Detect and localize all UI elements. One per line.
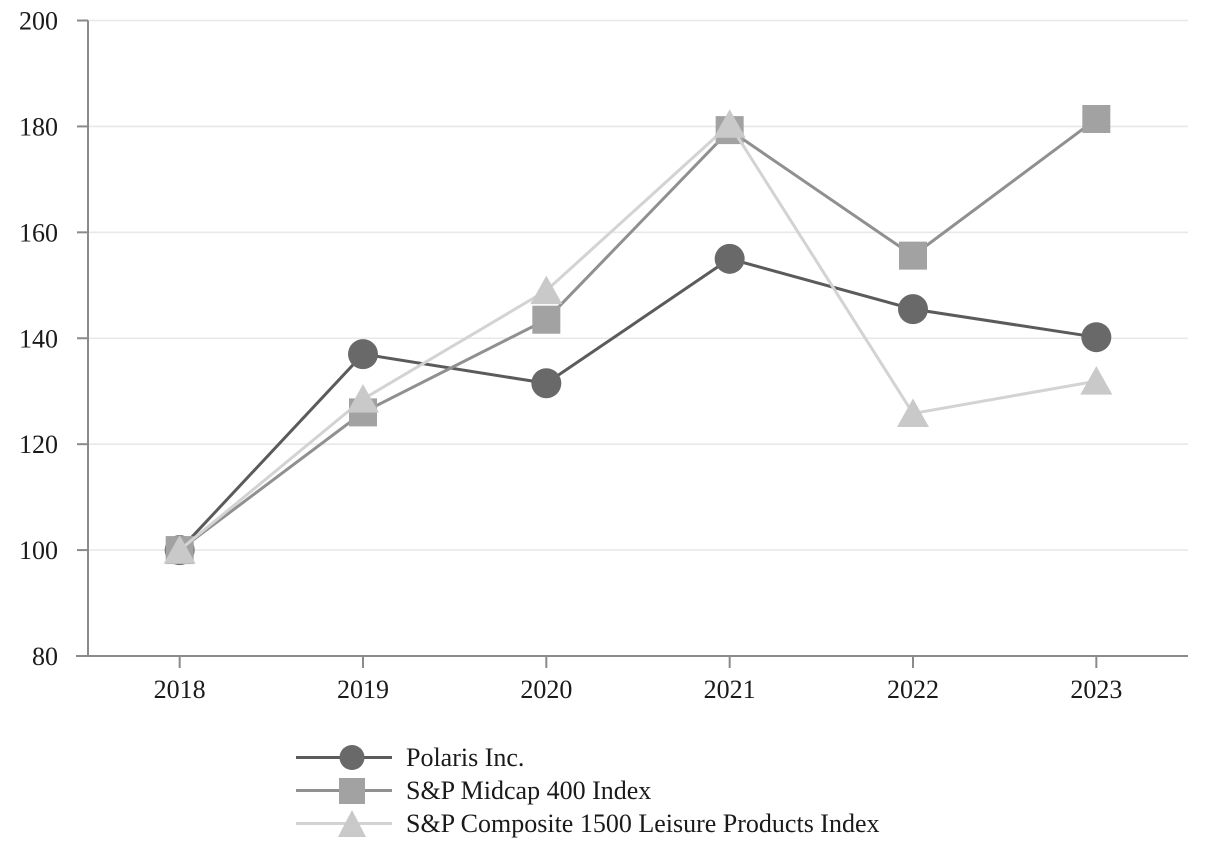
marker-triangle-s-p-composite-1500-leisure-products-index-2023: [1080, 366, 1113, 395]
y-axis-label-200: 200: [19, 7, 58, 36]
x-axis-label-2020: 2020: [520, 675, 572, 704]
x-axis-label-2022: 2022: [887, 675, 939, 704]
marker-circle-polaris-inc-2019: [348, 339, 378, 370]
marker-triangle-s-p-composite-1500-leisure-products-index-2019: [347, 384, 379, 413]
x-axis-label-2019: 2019: [337, 675, 389, 704]
legend-item-leisure-1500: S&P Composite 1500 Leisure Products Inde…: [296, 807, 880, 840]
y-axis-label-180: 180: [19, 112, 58, 141]
marker-triangle-s-p-composite-1500-leisure-products-index-2018: [163, 535, 196, 564]
legend-label-leisure-1500: S&P Composite 1500 Leisure Products Inde…: [406, 809, 880, 838]
chart-legend: Polaris Inc. S&P Midcap 400 Index S&P Co…: [296, 741, 880, 840]
series-line-polaris-inc: [178, 257, 1097, 552]
square-marker-icon: [339, 778, 365, 804]
x-axis-label-2018: 2018: [154, 675, 206, 704]
marker-circle-polaris-inc-2022: [898, 294, 928, 325]
marker-circle-polaris-inc-2023: [1081, 322, 1112, 353]
legend-label-midcap-400: S&P Midcap 400 Index: [406, 776, 652, 805]
legend-swatch-polaris: [296, 745, 392, 770]
y-axis-label-160: 160: [19, 218, 58, 247]
legend-item-polaris: Polaris Inc.: [296, 741, 880, 774]
series-line-s-p-composite-1500-leisure-products-index: [178, 121, 1097, 552]
marker-triangle-s-p-composite-1500-leisure-products-index-2022: [897, 398, 929, 427]
y-axis-label-120: 120: [19, 430, 58, 459]
y-axis-label-80: 80: [32, 642, 58, 671]
legend-swatch-leisure-1500: [296, 810, 392, 837]
legend-item-midcap-400: S&P Midcap 400 Index: [296, 774, 880, 807]
y-axis-label-140: 140: [19, 324, 58, 353]
marker-circle-polaris-inc-2021: [714, 243, 745, 274]
circle-marker-icon: [339, 745, 365, 770]
marker-square-s-p-midcap-400-index-2020: [532, 305, 561, 334]
legend-label-polaris: Polaris Inc.: [406, 743, 525, 772]
marker-square-s-p-midcap-400-index-2023: [1082, 105, 1111, 134]
series-line-s-p-midcap-400-index: [178, 117, 1098, 552]
marker-triangle-s-p-composite-1500-leisure-products-index-2021: [713, 109, 746, 138]
x-axis-label-2021: 2021: [704, 675, 756, 704]
y-axis-label-100: 100: [19, 536, 58, 565]
legend-swatch-midcap-400: [296, 778, 392, 804]
x-axis-label-2023: 2023: [1070, 675, 1122, 704]
triangle-marker-icon: [338, 810, 366, 837]
marker-square-s-p-midcap-400-index-2022: [899, 241, 927, 270]
marker-triangle-s-p-composite-1500-leisure-products-index-2020: [530, 275, 563, 305]
marker-circle-polaris-inc-2020: [531, 368, 562, 399]
